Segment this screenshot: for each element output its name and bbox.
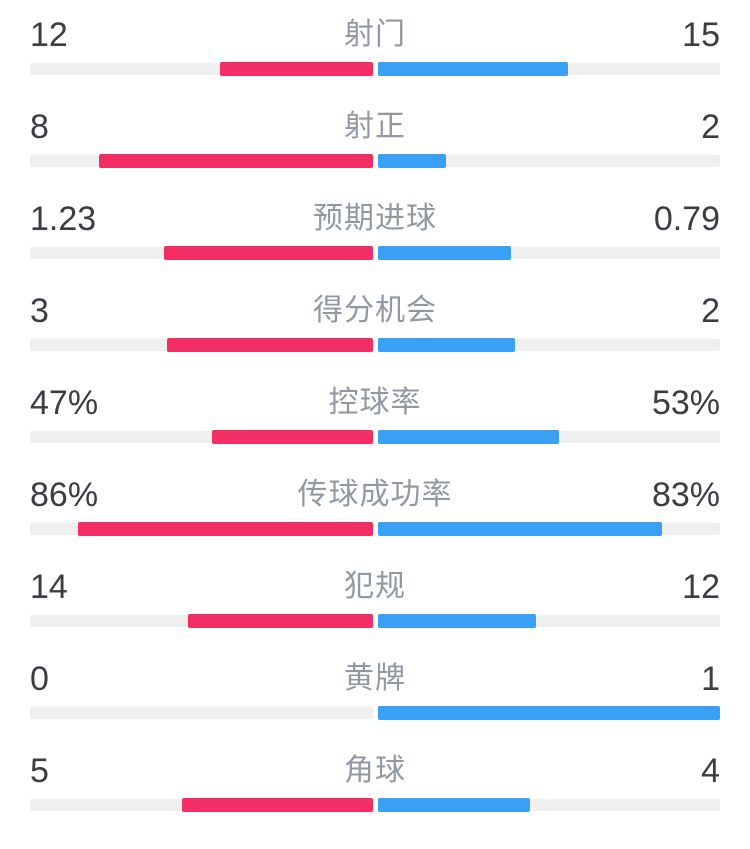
stat-row: 47% 控球率 53% bbox=[30, 370, 720, 462]
stat-bar bbox=[30, 62, 720, 76]
right-half bbox=[377, 430, 720, 444]
stat-row: 86% 传球成功率 83% bbox=[30, 462, 720, 554]
stat-row-header: 0 黄牌 1 bbox=[30, 662, 720, 696]
right-team-bar bbox=[377, 430, 560, 444]
right-team-bar bbox=[377, 246, 512, 260]
right-team-value: 2 bbox=[701, 292, 720, 330]
stat-label: 控球率 bbox=[328, 386, 422, 419]
left-half bbox=[30, 522, 373, 536]
stat-bar bbox=[30, 798, 720, 812]
right-team-value: 2 bbox=[701, 108, 720, 146]
stat-label: 传球成功率 bbox=[297, 478, 453, 511]
stat-row: 12 射门 15 bbox=[30, 2, 720, 94]
stat-label: 角球 bbox=[344, 754, 406, 787]
right-team-bar bbox=[377, 798, 530, 812]
match-stats-panel: 12 射门 15 8 射正 2 bbox=[30, 2, 720, 830]
stat-row: 0 黄牌 1 bbox=[30, 646, 720, 738]
stat-row-header: 14 犯规 12 bbox=[30, 570, 720, 604]
left-team-bar bbox=[167, 338, 373, 352]
left-team-value: 14 bbox=[30, 568, 68, 606]
right-half bbox=[377, 522, 720, 536]
right-team-value: 83% bbox=[651, 476, 720, 514]
right-team-bar bbox=[377, 338, 515, 352]
left-team-bar bbox=[98, 154, 373, 168]
stat-row-header: 5 角球 4 bbox=[30, 754, 720, 788]
stat-label: 犯规 bbox=[344, 570, 406, 603]
stat-bar bbox=[30, 522, 720, 536]
stat-bar bbox=[30, 706, 720, 720]
left-half bbox=[30, 154, 373, 168]
right-team-value: 15 bbox=[682, 16, 720, 54]
stat-row-header: 12 射门 15 bbox=[30, 18, 720, 52]
stat-label: 预期进球 bbox=[313, 202, 437, 235]
stat-row: 3 得分机会 2 bbox=[30, 278, 720, 370]
right-half bbox=[377, 798, 720, 812]
left-team-bar bbox=[211, 430, 373, 444]
stat-bar bbox=[30, 430, 720, 444]
right-team-bar bbox=[377, 706, 720, 720]
left-team-value: 8 bbox=[30, 108, 49, 146]
right-half bbox=[377, 614, 720, 628]
left-team-bar bbox=[220, 62, 373, 76]
right-team-value: 53% bbox=[651, 384, 720, 422]
left-team-bar bbox=[182, 798, 373, 812]
stat-row-header: 3 得分机会 2 bbox=[30, 294, 720, 328]
stat-row: 1.23 预期进球 0.79 bbox=[30, 186, 720, 278]
right-half bbox=[377, 154, 720, 168]
stat-row: 14 犯规 12 bbox=[30, 554, 720, 646]
left-team-value: 12 bbox=[30, 16, 68, 54]
stat-label: 射门 bbox=[344, 18, 406, 51]
left-half bbox=[30, 246, 373, 260]
right-half bbox=[377, 338, 720, 352]
stat-label: 射正 bbox=[344, 110, 406, 143]
left-team-value: 5 bbox=[30, 752, 49, 790]
left-bar-track bbox=[30, 707, 373, 719]
stat-row-header: 47% 控球率 53% bbox=[30, 386, 720, 420]
left-half bbox=[30, 62, 373, 76]
left-team-value: 1.23 bbox=[30, 200, 97, 238]
right-bar-track bbox=[377, 155, 720, 167]
right-team-bar bbox=[377, 154, 446, 168]
left-half bbox=[30, 338, 373, 352]
stat-row-header: 86% 传球成功率 83% bbox=[30, 478, 720, 512]
stat-row: 8 射正 2 bbox=[30, 94, 720, 186]
right-team-bar bbox=[377, 522, 662, 536]
left-team-value: 47% bbox=[30, 384, 99, 422]
stat-row-header: 1.23 预期进球 0.79 bbox=[30, 202, 720, 236]
left-team-value: 86% bbox=[30, 476, 99, 514]
left-half bbox=[30, 706, 373, 720]
right-half bbox=[377, 62, 720, 76]
left-team-bar bbox=[163, 246, 373, 260]
left-half bbox=[30, 798, 373, 812]
right-team-value: 1 bbox=[701, 660, 720, 698]
stat-bar bbox=[30, 154, 720, 168]
stat-bar bbox=[30, 338, 720, 352]
left-team-value: 0 bbox=[30, 660, 49, 698]
stat-row: 5 角球 4 bbox=[30, 738, 720, 830]
left-half bbox=[30, 614, 373, 628]
right-team-value: 0.79 bbox=[653, 200, 720, 238]
left-team-value: 3 bbox=[30, 292, 49, 330]
stat-bar bbox=[30, 246, 720, 260]
right-team-bar bbox=[377, 614, 536, 628]
stat-label: 黄牌 bbox=[344, 662, 406, 695]
stat-label: 得分机会 bbox=[313, 294, 437, 327]
stat-row-header: 8 射正 2 bbox=[30, 110, 720, 144]
left-team-bar bbox=[77, 522, 373, 536]
left-team-bar bbox=[188, 614, 373, 628]
right-team-value: 12 bbox=[682, 568, 720, 606]
right-team-value: 4 bbox=[701, 752, 720, 790]
stat-bar bbox=[30, 614, 720, 628]
right-team-bar bbox=[377, 62, 568, 76]
left-half bbox=[30, 430, 373, 444]
right-half bbox=[377, 246, 720, 260]
right-half bbox=[377, 706, 720, 720]
